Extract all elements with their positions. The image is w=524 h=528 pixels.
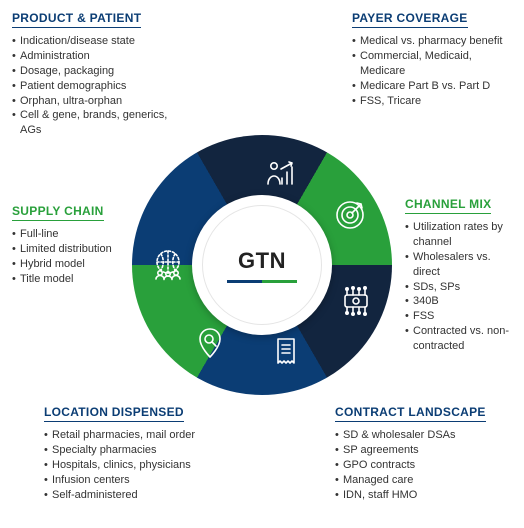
list-item: FSS, Tricare [352, 94, 517, 109]
list-item: Infusion centers [44, 473, 244, 488]
title-contract-landscape: CONTRACT LANDSCAPE [335, 404, 486, 422]
globe-people-icon [150, 247, 186, 283]
list-item: Wholesalers vs. direct [405, 250, 520, 280]
block-payer-coverage: PAYER COVERAGE Medical vs. pharmacy bene… [352, 10, 517, 108]
block-location-dispensed: LOCATION DISPENSED Retail pharmacies, ma… [44, 404, 244, 502]
list-item: Utilization rates by channel [405, 220, 520, 250]
block-contract-landscape: CONTRACT LANDSCAPE SD & wholesaler DSAsS… [335, 404, 515, 502]
location-search-icon [192, 325, 228, 361]
list-item: GPO contracts [335, 458, 515, 473]
list-item: Hospitals, clinics, physicians [44, 458, 244, 473]
block-product-patient: PRODUCT & PATIENT Indication/disease sta… [12, 10, 172, 138]
list-item: Administration [12, 49, 172, 64]
list-item: SDs, SPs [405, 280, 520, 295]
target-icon [332, 197, 368, 233]
gtn-wheel: GTN [132, 135, 392, 395]
list-item: Hybrid model [12, 257, 122, 272]
title-supply-chain: SUPPLY CHAIN [12, 203, 104, 221]
list-item: Indication/disease state [12, 34, 172, 49]
list-item: 340B [405, 294, 520, 309]
list-item: Cell & gene, brands, generics, AGs [12, 108, 172, 138]
block-supply-chain: SUPPLY CHAIN Full-lineLimited distributi… [12, 203, 122, 287]
title-location-dispensed: LOCATION DISPENSED [44, 404, 184, 422]
list-item: Title model [12, 272, 122, 287]
list-item: SP agreements [335, 443, 515, 458]
block-channel-mix: CHANNEL MIX Utilization rates by channel… [405, 196, 520, 354]
list-item: Medicare Part B vs. Part D [352, 79, 517, 94]
list-item: Managed care [335, 473, 515, 488]
list-item: Orphan, ultra-orphan [12, 94, 172, 109]
list-item: Contracted vs. non-contracted [405, 324, 520, 354]
list-item: Specialty pharmacies [44, 443, 244, 458]
list-item: Limited distribution [12, 242, 122, 257]
list-item: SD & wholesaler DSAs [335, 428, 515, 443]
circuit-money-icon [338, 283, 374, 319]
list-item: Full-line [12, 227, 122, 242]
title-payer-coverage: PAYER COVERAGE [352, 10, 468, 28]
list-item: FSS [405, 309, 520, 324]
list-item: Self-administered [44, 488, 244, 503]
list-item: Medical vs. pharmacy benefit [352, 34, 517, 49]
list-item: Patient demographics [12, 79, 172, 94]
hub-title: GTN [238, 248, 286, 274]
hub: GTN [202, 205, 322, 325]
list-item: Retail pharmacies, mail order [44, 428, 244, 443]
receipt-icon [268, 333, 304, 369]
list-item: Dosage, packaging [12, 64, 172, 79]
title-channel-mix: CHANNEL MIX [405, 196, 491, 214]
hub-rule [227, 280, 297, 283]
list-item: Commercial, Medicaid, Medicare [352, 49, 517, 79]
title-product-patient: PRODUCT & PATIENT [12, 10, 141, 28]
list-item: IDN, staff HMO [335, 488, 515, 503]
person-chart-icon [262, 157, 298, 193]
